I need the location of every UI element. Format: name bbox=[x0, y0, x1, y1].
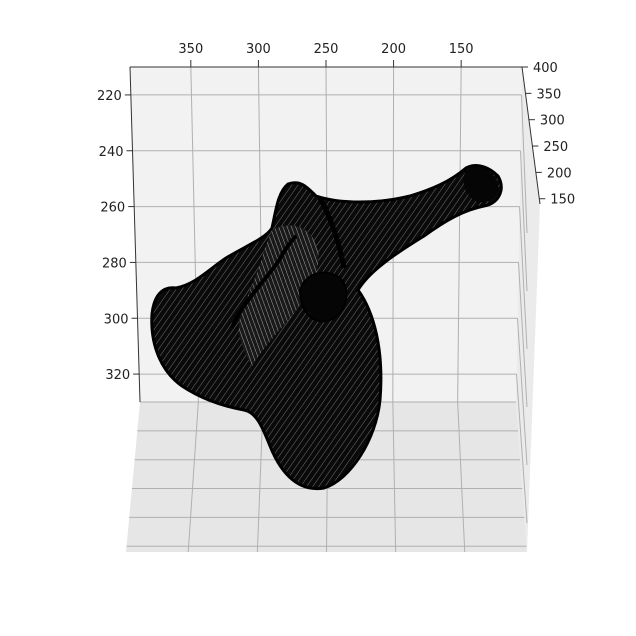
surface-body bbox=[150, 164, 503, 491]
y-gridline-side bbox=[516, 374, 528, 524]
y-gridline-side bbox=[518, 262, 528, 408]
x-tick-label: 250 bbox=[314, 42, 339, 57]
y-gridline-side bbox=[517, 318, 528, 466]
y-tick-label: 300 bbox=[104, 312, 129, 327]
z-tick-label: 250 bbox=[543, 140, 568, 155]
x-gridline-floor bbox=[392, 401, 397, 553]
surface-highlight bbox=[238, 225, 319, 366]
surface-ridge bbox=[298, 271, 348, 323]
y-gridline-side bbox=[521, 94, 528, 234]
surface-fold-2 bbox=[317, 196, 347, 269]
z-tick-label: 200 bbox=[547, 166, 572, 181]
surface-tip bbox=[463, 166, 499, 203]
y-tick-label: 260 bbox=[100, 201, 125, 216]
axis-ticks bbox=[124, 60, 546, 375]
x-tick-label: 200 bbox=[381, 42, 406, 57]
x-gridline-floor bbox=[187, 401, 199, 553]
surface-fold bbox=[230, 234, 298, 329]
z-tick-label: 400 bbox=[533, 61, 558, 76]
z-tick-label: 350 bbox=[536, 87, 561, 102]
y-tick-label: 240 bbox=[99, 145, 124, 160]
x-tick-label: 350 bbox=[178, 42, 203, 57]
x-gridline-back bbox=[457, 66, 462, 403]
x-gridline-floor bbox=[457, 401, 466, 553]
axis-tick-labels: 350 300 250 200 150 220 240 260 280 300 320 400 350 3… bbox=[97, 42, 575, 383]
surface-mesh bbox=[150, 164, 503, 491]
y-gridline-side bbox=[520, 150, 528, 292]
x-tick-label: 150 bbox=[449, 42, 474, 57]
y-gridline-side bbox=[519, 206, 528, 350]
x-tick-label: 300 bbox=[246, 42, 271, 57]
z-tick-label: 300 bbox=[540, 114, 565, 129]
y-tick-label: 320 bbox=[105, 368, 130, 383]
z-tick-label: 150 bbox=[550, 193, 575, 208]
y-tick-label: 280 bbox=[102, 256, 127, 271]
y-tick-label: 220 bbox=[97, 89, 122, 104]
